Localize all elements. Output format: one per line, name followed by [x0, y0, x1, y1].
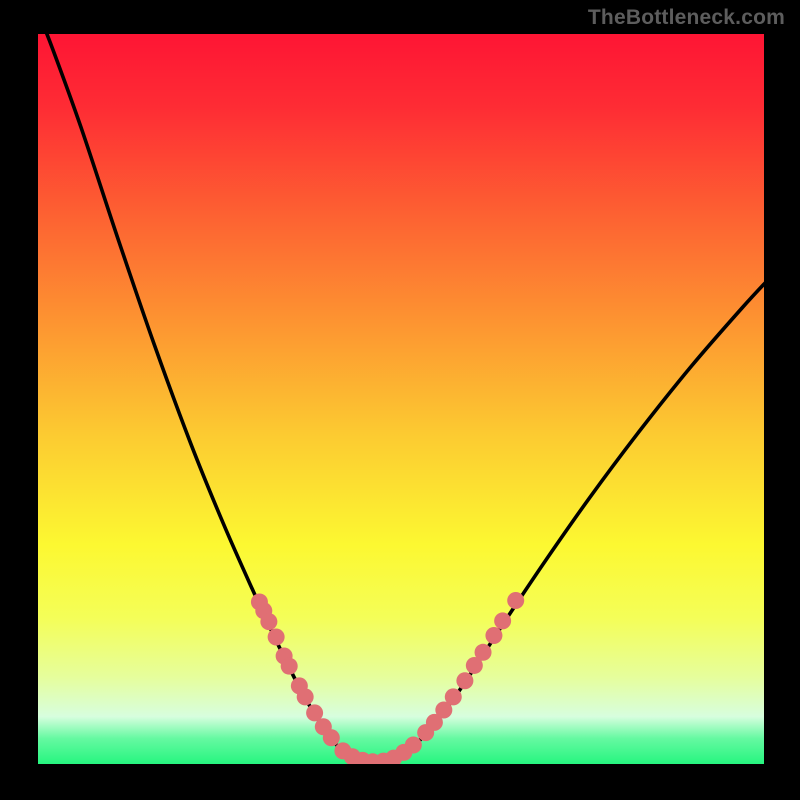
data-dot	[405, 737, 422, 754]
data-dot	[268, 628, 285, 645]
data-dot	[456, 672, 473, 689]
data-dot	[485, 627, 502, 644]
dot-clusters	[251, 592, 524, 764]
data-dot	[507, 592, 524, 609]
data-dot	[445, 688, 462, 705]
data-dot	[323, 729, 340, 746]
v-curve-layer	[38, 34, 764, 764]
data-dot	[281, 658, 298, 675]
watermark-text: TheBottleneck.com	[588, 6, 785, 30]
data-dot	[494, 612, 511, 629]
data-dot	[297, 688, 314, 705]
plot-area	[38, 34, 764, 764]
v-curve	[38, 34, 764, 763]
data-dot	[475, 644, 492, 661]
data-dot	[260, 613, 277, 630]
frame: TheBottleneck.com	[0, 0, 800, 800]
